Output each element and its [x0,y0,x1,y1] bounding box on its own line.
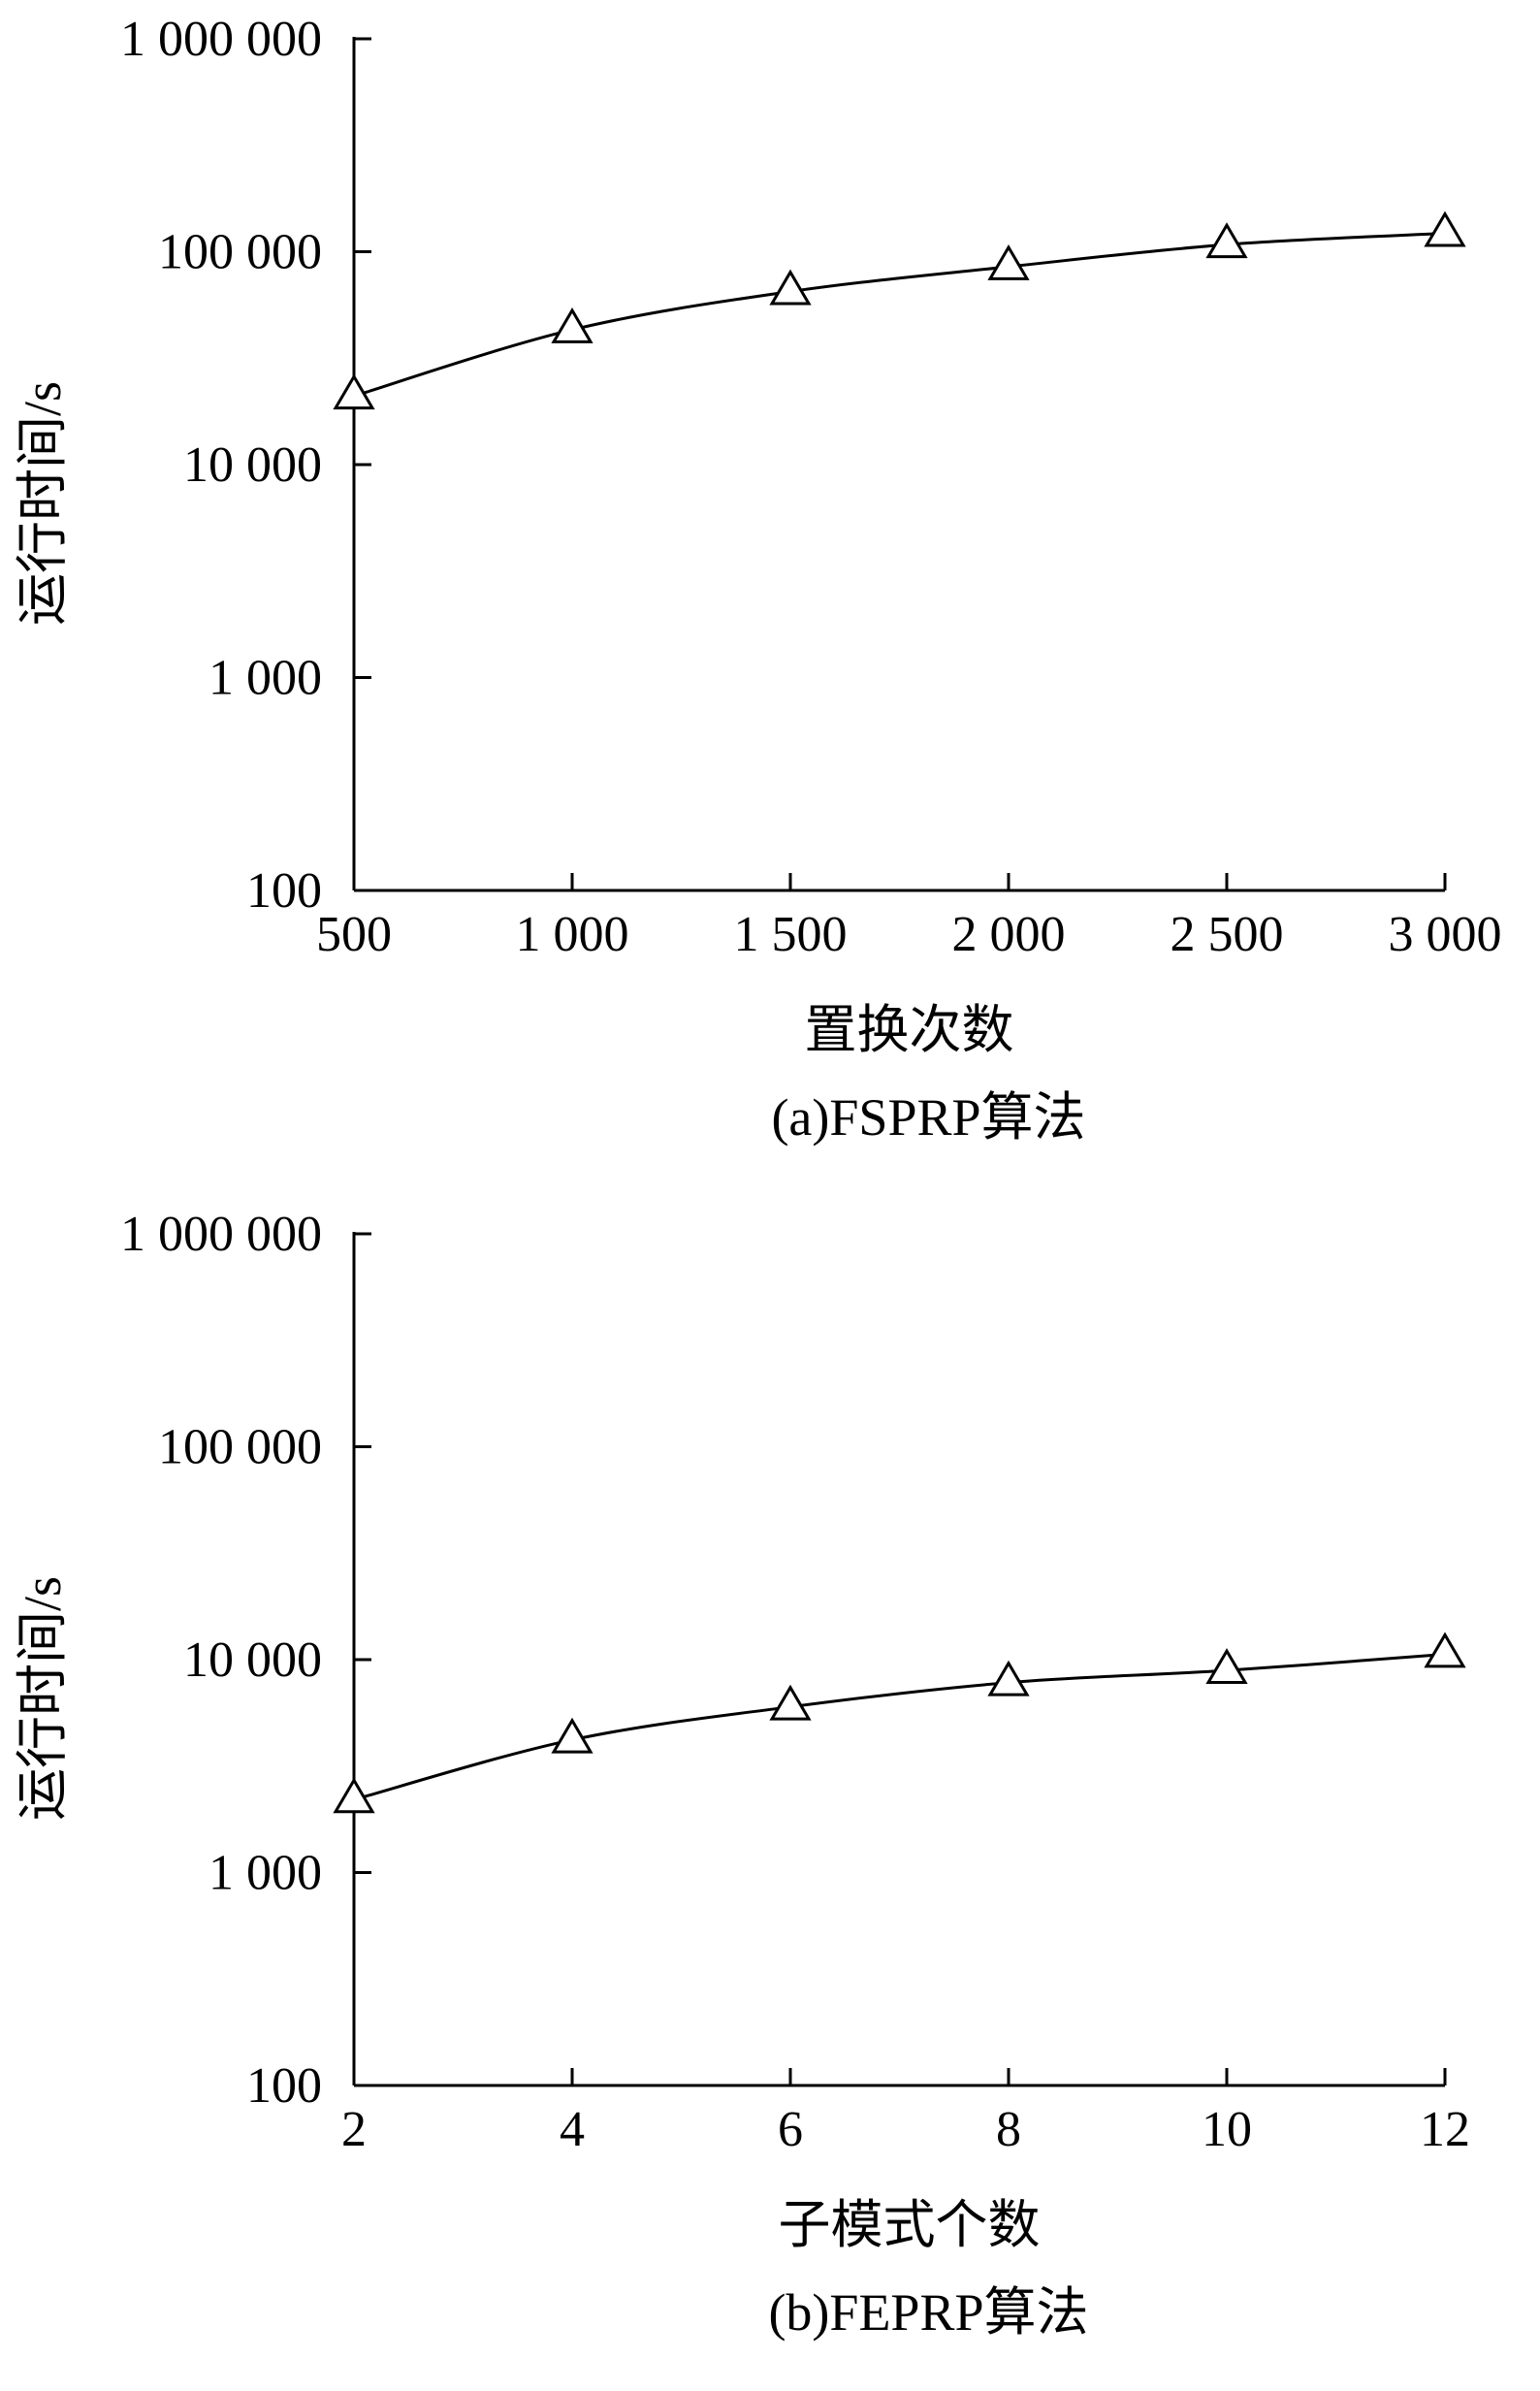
chart-b-caption: (b)FEPRP算法 [768,2283,1088,2342]
chart-a-series-line [353,232,1446,398]
chart-b-x-tick-label: 6 [778,2102,803,2157]
chart-b-x-tick-label: 4 [560,2102,585,2157]
chart-b-data-point [1424,1632,1466,1668]
chart-a-x-tick-label: 2 000 [952,907,1066,962]
chart-a-y-tick-label: 1 000 000 [120,12,322,67]
chart-b-y-tick-label: 100 000 [158,1420,322,1475]
chart-b-x-tick-label: 10 [1202,2102,1252,2157]
chart-b-data-point [1205,1648,1248,1685]
chart-panel-a: 100 1 000 10 000 100 000 1 000 000 500 1 000 1 … [0,0,1540,1195]
chart-b-data-point [987,1660,1030,1696]
chart-b-y-axis-title: 运行时间/s [14,1576,72,1821]
chart-a-x-tick-label: 1 000 [516,907,629,962]
chart-a-y-tick-label: 10 000 [183,437,322,493]
chart-a-data-point [769,269,812,306]
chart-a-data-point [551,307,594,343]
chart-b-svg: 100 1 000 10 000 100 000 1 000 000 2 4 6 8 10 12 子模… [14,1207,1470,2342]
chart-b-x-tick-label: 12 [1420,2102,1470,2157]
chart-b-y-tick-label: 1 000 000 [120,1207,322,1262]
chart-a-y-axis-title: 运行时间/s [14,381,72,626]
chart-b-x-tick-label: 2 [341,2102,367,2157]
chart-b-y-tick-label: 100 [246,2058,322,2114]
chart-a-x-axis-title: 置换次数 [805,1001,1014,1059]
chart-b-data-point [769,1684,812,1721]
chart-b-series-line [353,1652,1446,1801]
chart-b-x-tick-label: 8 [996,2102,1021,2157]
chart-a-data-point [987,244,1030,280]
chart-a-data-point [333,373,375,410]
chart-a-svg: 100 1 000 10 000 100 000 1 000 000 500 1 000 1 … [14,12,1502,1147]
chart-a-x-tick-label: 1 500 [734,907,848,962]
chart-a-data-point [1424,210,1466,247]
chart-a-data-point [1205,222,1248,259]
chart-a-caption: (a)FSPRP算法 [771,1088,1085,1147]
chart-b-y-tick-label: 10 000 [183,1632,322,1688]
chart-b-x-axis-title: 子模式个数 [779,2196,1041,2254]
chart-a-y-tick-label: 100 000 [158,225,322,280]
chart-b-data-point [333,1777,375,1814]
chart-a-x-tick-label: 2 500 [1171,907,1284,962]
chart-b-y-tick-label: 1 000 [209,1846,322,1901]
chart-b-data-point [551,1717,594,1754]
chart-a-y-tick-label: 100 [246,863,322,919]
chart-a-y-tick-label: 1 000 [209,651,322,706]
chart-a-x-tick-label: 500 [316,907,392,962]
chart-a-x-tick-label: 3 000 [1389,907,1502,962]
chart-panel-b: 100 1 000 10 000 100 000 1 000 000 2 4 6 8 10 12 子模… [0,1195,1540,2391]
